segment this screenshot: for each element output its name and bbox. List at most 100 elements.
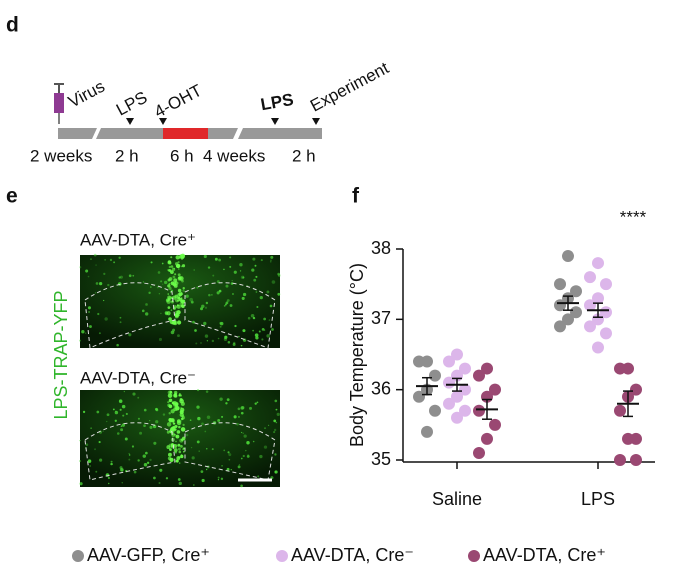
speckle — [271, 328, 274, 331]
speckle — [173, 402, 177, 407]
speckle — [167, 306, 171, 309]
speckle — [79, 339, 81, 342]
speckle — [177, 261, 180, 264]
speckle — [263, 445, 268, 449]
speckle — [94, 292, 97, 294]
speckle — [266, 290, 270, 294]
y-tick-label: 35 — [371, 449, 391, 469]
speckle — [163, 280, 168, 285]
speckle — [128, 274, 132, 278]
speckle — [175, 405, 180, 411]
speckle — [116, 432, 120, 435]
speckle — [175, 440, 177, 443]
speckle — [245, 449, 247, 452]
speckle — [142, 454, 147, 458]
data-point — [451, 411, 463, 424]
speckle — [169, 390, 173, 394]
speckle — [152, 424, 157, 429]
speckle — [237, 465, 241, 469]
data-point — [614, 362, 626, 375]
speckle — [178, 425, 181, 429]
speckle — [254, 333, 259, 337]
data-point — [600, 278, 612, 291]
speckle — [196, 405, 200, 409]
speckle — [181, 264, 186, 268]
speckle — [167, 401, 170, 404]
data-point — [584, 271, 596, 284]
speckle — [88, 311, 90, 313]
data-point — [630, 383, 642, 396]
step-label: Virus — [65, 77, 108, 112]
speckle — [170, 256, 173, 259]
speckle — [180, 427, 186, 432]
speckle — [153, 476, 156, 480]
speckle — [121, 482, 123, 484]
speckle — [167, 293, 170, 295]
speckle — [196, 440, 200, 444]
speckle — [168, 452, 172, 457]
error-bar — [452, 377, 462, 392]
speckle — [258, 330, 261, 333]
speckle — [226, 398, 230, 402]
speckle — [103, 299, 105, 302]
speckle — [177, 288, 182, 293]
data-point — [570, 285, 582, 298]
step-label: LPS — [259, 90, 295, 114]
speckle — [182, 289, 185, 292]
speckle — [90, 258, 92, 260]
speckle — [106, 413, 110, 417]
speckle — [217, 476, 220, 479]
speckle — [162, 283, 164, 285]
speckle — [240, 275, 245, 279]
speckle — [137, 396, 140, 399]
speckle — [167, 284, 171, 288]
error-bar — [593, 302, 603, 318]
speckle — [196, 389, 200, 392]
panel-label: d — [6, 14, 19, 37]
speckle — [274, 453, 277, 456]
speckle — [176, 310, 181, 315]
micrograph — [79, 253, 281, 349]
speckle — [239, 263, 243, 267]
speckle — [242, 292, 247, 297]
speckle — [181, 279, 184, 283]
speckle — [191, 456, 195, 460]
speckle — [268, 319, 271, 321]
speckle — [177, 299, 179, 302]
speckle — [118, 399, 123, 403]
speckle — [94, 448, 96, 451]
speckle — [233, 270, 237, 274]
speckle — [108, 482, 110, 485]
speckle — [114, 410, 119, 415]
speckle — [255, 275, 258, 278]
speckle — [166, 430, 170, 434]
image-y-label: LPS-TRAP-YFP — [51, 290, 71, 419]
speckle — [227, 340, 231, 344]
speckle — [261, 338, 264, 341]
speckle — [104, 259, 106, 261]
speckle — [190, 300, 194, 304]
speckle — [137, 417, 140, 420]
speckle — [107, 283, 110, 287]
data-point — [459, 404, 471, 417]
speckle — [266, 334, 270, 338]
speckle — [179, 393, 181, 395]
speckle — [120, 425, 123, 427]
speckle — [206, 448, 208, 450]
speckle — [203, 254, 207, 259]
speckle — [155, 407, 158, 411]
speckle — [121, 404, 126, 409]
speckle — [216, 280, 220, 283]
speckle — [229, 265, 232, 268]
data-point — [614, 454, 626, 466]
speckle — [219, 325, 222, 328]
speckle — [225, 402, 228, 405]
speckle — [180, 417, 184, 421]
legend-marker — [276, 550, 288, 562]
speckle — [179, 394, 183, 397]
x-tick-label: Saline — [432, 489, 482, 509]
speckle — [142, 281, 145, 283]
speckle — [273, 431, 276, 434]
speckle — [253, 278, 257, 282]
speckle — [189, 419, 192, 421]
